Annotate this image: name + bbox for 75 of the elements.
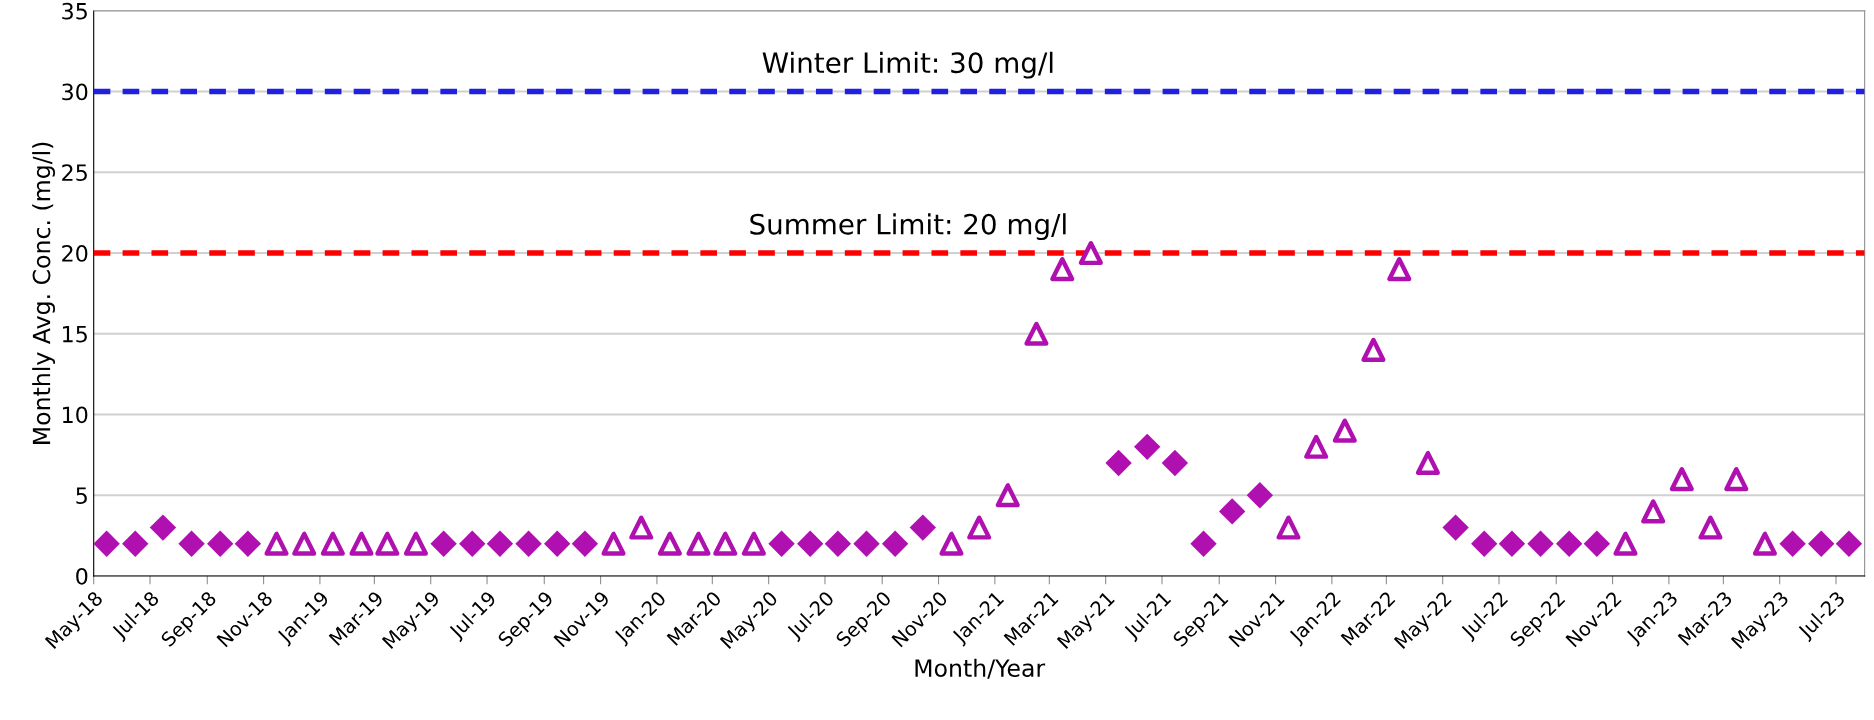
point <box>824 530 852 557</box>
point <box>486 530 514 557</box>
point <box>292 531 317 556</box>
point <box>1669 467 1694 492</box>
point <box>1724 467 1749 492</box>
point <box>1555 530 1583 557</box>
point <box>1304 434 1329 459</box>
point <box>601 531 626 556</box>
point <box>1050 257 1075 282</box>
point <box>909 514 937 541</box>
point <box>1161 449 1189 477</box>
point <box>571 530 599 557</box>
point <box>1276 515 1301 540</box>
x-axis-title: Month/Year <box>915 658 1046 679</box>
point <box>768 530 795 557</box>
point <box>1332 418 1357 443</box>
point <box>1498 530 1526 557</box>
point <box>403 531 428 556</box>
point <box>881 530 909 557</box>
point <box>1779 530 1806 557</box>
y-tick-label: 25 <box>62 164 87 182</box>
point <box>1134 433 1161 460</box>
point <box>122 530 149 557</box>
y-tick-label: 30 <box>62 83 88 101</box>
point <box>1583 530 1611 557</box>
point <box>713 531 738 556</box>
point <box>1471 530 1498 557</box>
point <box>349 531 374 556</box>
point <box>1698 515 1723 540</box>
point <box>1613 531 1638 556</box>
ref-line-label: Winter Limit: 30 mg/l <box>762 51 1053 79</box>
point <box>995 483 1020 508</box>
point <box>797 530 824 557</box>
point <box>1218 498 1246 525</box>
point <box>375 531 400 556</box>
point <box>1387 257 1412 282</box>
point <box>515 530 542 557</box>
point <box>741 531 766 556</box>
point <box>853 530 880 557</box>
point <box>1415 450 1440 475</box>
point <box>1105 449 1132 477</box>
y-tick-label: 10 <box>63 406 88 424</box>
point <box>657 531 682 556</box>
point <box>686 531 711 556</box>
point <box>1078 240 1103 266</box>
point <box>1361 337 1386 362</box>
y-tick-label: 15 <box>63 326 87 343</box>
y-tick-label: 35 <box>62 2 87 20</box>
point <box>320 531 345 556</box>
point <box>1442 514 1469 541</box>
point <box>629 515 654 540</box>
point <box>93 530 120 557</box>
ref-line-label: Summer Limit: 20 mg/l <box>750 213 1066 241</box>
point <box>430 530 457 557</box>
point <box>939 531 964 556</box>
point <box>149 514 177 541</box>
point <box>1808 530 1835 557</box>
y-tick-label: 0 <box>76 567 88 585</box>
point <box>544 530 571 557</box>
point <box>1641 499 1666 524</box>
point <box>1752 531 1777 556</box>
point <box>178 530 205 557</box>
point <box>1024 321 1049 346</box>
point <box>1246 482 1274 509</box>
point <box>459 530 486 557</box>
point <box>264 531 289 556</box>
y-axis-title: Monthly Avg. Conc. (mg/l) <box>32 142 56 444</box>
y-tick-label: 5 <box>76 487 87 505</box>
y-tick-label: 20 <box>62 244 88 262</box>
point <box>1190 530 1217 557</box>
point <box>234 530 262 557</box>
point <box>967 515 992 540</box>
point <box>207 530 234 557</box>
point <box>1527 530 1554 557</box>
point <box>1835 530 1863 557</box>
